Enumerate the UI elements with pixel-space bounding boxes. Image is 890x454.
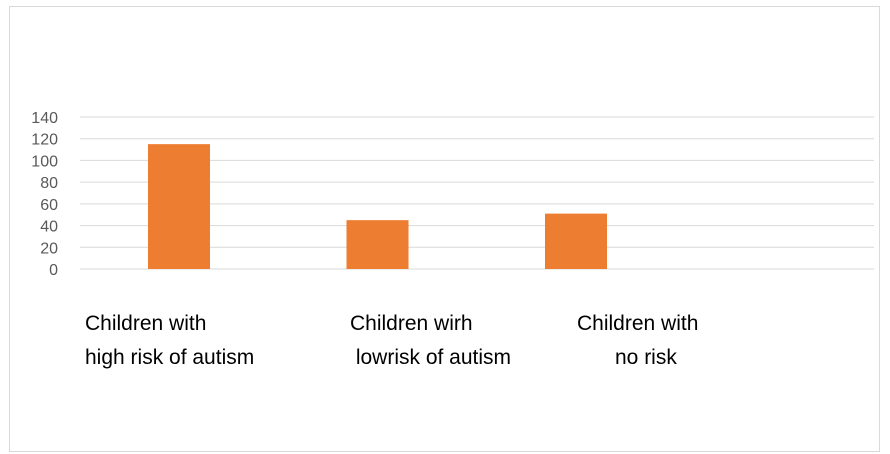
y-tick-label: 80 xyxy=(40,175,58,192)
bar xyxy=(346,220,409,269)
bar xyxy=(148,144,210,269)
y-tick-label: 60 xyxy=(40,197,58,214)
y-tick-label: 100 xyxy=(31,153,58,170)
y-tick-label: 40 xyxy=(40,219,58,236)
category-label: no risk xyxy=(615,346,677,369)
bar xyxy=(545,213,607,269)
category-label: Children with xyxy=(85,312,206,335)
category-label: Children with xyxy=(577,312,698,335)
category-label: Children wirh xyxy=(350,312,473,335)
category-label: high risk of autism xyxy=(85,346,254,369)
category-labels: Children with high risk of autism Children… xyxy=(85,312,698,369)
gridlines xyxy=(80,116,874,270)
category-label: lowrisk of autism xyxy=(350,346,511,369)
y-tick-label: 20 xyxy=(40,240,58,257)
y-tick-label: 0 xyxy=(49,262,58,279)
y-tick-label: 140 xyxy=(31,110,58,127)
bars xyxy=(148,144,607,269)
y-tick-label: 120 xyxy=(31,132,58,149)
y-axis-ticks: 0 20 40 60 80 100 120 140 xyxy=(31,110,58,279)
